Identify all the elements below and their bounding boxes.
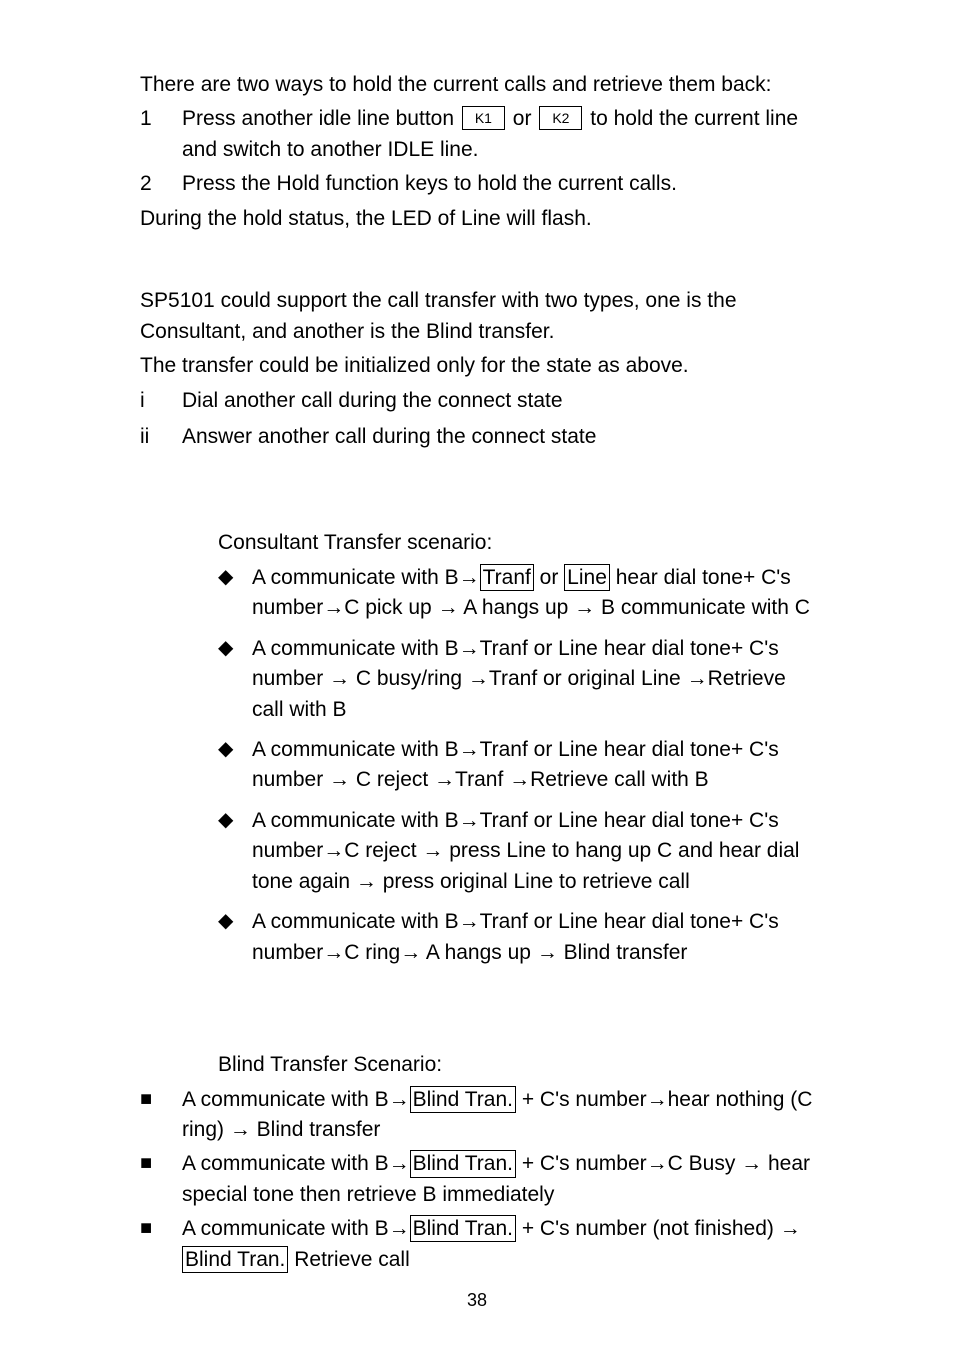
k1-key-icon: K1 <box>462 106 505 130</box>
spacer <box>140 456 814 528</box>
diamond-3-text: A communicate with B→Tranf or Line hear … <box>252 735 814 796</box>
intro-line: There are two ways to hold the current c… <box>140 70 814 100</box>
diamond-1-text: A communicate with B→Tranf or Line hear … <box>252 563 814 624</box>
spacer <box>140 978 814 1050</box>
line-box: Line <box>564 564 610 591</box>
num-1-label: 1 <box>140 104 182 165</box>
num-2-text: Press the Hold function keys to hold the… <box>182 169 814 199</box>
diamond-item-3: ◆ A communicate with B→Tranf or Line hea… <box>218 735 814 796</box>
roman-1-label: i <box>140 386 182 416</box>
diamond-5-text: A communicate with B→Tranf or Line hear … <box>252 907 814 968</box>
k2-key-icon: K2 <box>539 106 582 130</box>
blind-tran-box: Blind Tran. <box>182 1246 288 1273</box>
diamond-bullet-icon: ◆ <box>218 735 252 796</box>
num-item-2: 2 Press the Hold function keys to hold t… <box>140 169 814 199</box>
roman-2-label: ii <box>140 422 182 452</box>
consultant-list: ◆ A communicate with B→Tranf or Line hea… <box>218 563 814 968</box>
roman-item-2: ii Answer another call during the connec… <box>140 422 814 452</box>
square-bullet-icon: ■ <box>140 1149 182 1210</box>
diamond-item-5: ◆ A communicate with B→Tranf or Line hea… <box>218 907 814 968</box>
n1-b: or <box>507 107 537 130</box>
hold-status-line: During the hold status, the LED of Line … <box>140 204 814 234</box>
consultant-title: Consultant Transfer scenario: <box>218 528 814 558</box>
sp5101-line: SP5101 could support the call transfer w… <box>140 286 814 347</box>
blind-tran-box: Blind Tran. <box>410 1150 516 1177</box>
square-item-3: ■ A communicate with B→Blind Tran. + C's… <box>140 1214 814 1275</box>
blind-list: ■ A communicate with B→Blind Tran. + C's… <box>140 1085 814 1276</box>
diamond-item-2: ◆ A communicate with B→Tranf or Line hea… <box>218 634 814 725</box>
roman-1-text: Dial another call during the connect sta… <box>182 386 814 416</box>
square-2-text: A communicate with B→Blind Tran. + C's n… <box>182 1149 814 1210</box>
page-content: There are two ways to hold the current c… <box>0 0 954 1319</box>
s2-a: A communicate with B→ <box>182 1152 410 1175</box>
diamond-bullet-icon: ◆ <box>218 634 252 725</box>
transfer-init-line: The transfer could be initialized only f… <box>140 351 814 381</box>
s3-c: Retrieve call <box>288 1248 409 1271</box>
square-3-text: A communicate with B→Blind Tran. + C's n… <box>182 1214 814 1275</box>
d1-a: A communicate with B→ <box>252 566 480 589</box>
square-1-text: A communicate with B→Blind Tran. + C's n… <box>182 1085 814 1146</box>
s1-a: A communicate with B→ <box>182 1088 410 1111</box>
num-2-label: 2 <box>140 169 182 199</box>
num-item-1: 1 Press another idle line button K1 or K… <box>140 104 814 165</box>
d1-b: or <box>534 566 564 589</box>
blind-tran-box: Blind Tran. <box>410 1215 516 1242</box>
blind-title: Blind Transfer Scenario: <box>218 1050 814 1080</box>
blind-tran-box: Blind Tran. <box>410 1086 516 1113</box>
diamond-item-4: ◆ A communicate with B→Tranf or Line hea… <box>218 806 814 897</box>
diamond-bullet-icon: ◆ <box>218 907 252 968</box>
diamond-4-text: A communicate with B→Tranf or Line hear … <box>252 806 814 897</box>
square-item-2: ■ A communicate with B→Blind Tran. + C's… <box>140 1149 814 1210</box>
page-number: 38 <box>0 1290 954 1311</box>
spacer <box>140 238 814 286</box>
tranf-box: Tranf <box>480 564 534 591</box>
s3-b: + C's number (not finished) → <box>516 1217 801 1240</box>
diamond-item-1: ◆ A communicate with B→Tranf or Line hea… <box>218 563 814 624</box>
square-item-1: ■ A communicate with B→Blind Tran. + C's… <box>140 1085 814 1146</box>
s3-a: A communicate with B→ <box>182 1217 410 1240</box>
n1-a: Press another idle line button <box>182 107 460 130</box>
num-1-text: Press another idle line button K1 or K2 … <box>182 104 814 165</box>
diamond-2-text: A communicate with B→Tranf or Line hear … <box>252 634 814 725</box>
square-bullet-icon: ■ <box>140 1214 182 1275</box>
roman-2-text: Answer another call during the connect s… <box>182 422 814 452</box>
diamond-bullet-icon: ◆ <box>218 563 252 624</box>
diamond-bullet-icon: ◆ <box>218 806 252 897</box>
square-bullet-icon: ■ <box>140 1085 182 1146</box>
roman-item-1: i Dial another call during the connect s… <box>140 386 814 416</box>
